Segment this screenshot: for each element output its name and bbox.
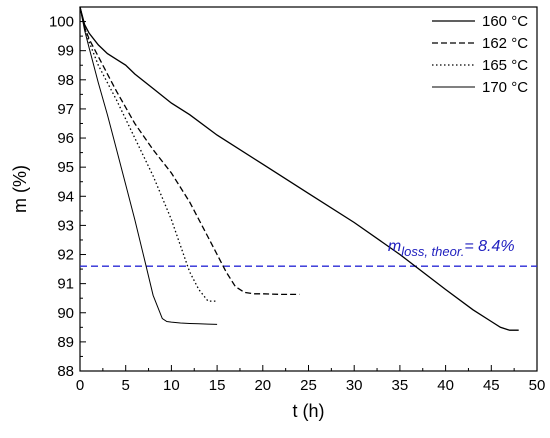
y-tick-label: 99: [57, 43, 74, 60]
y-axis: 88 89 90 91 92 93 94 95 96 97 98 99 100: [49, 14, 86, 380]
y-tick-label: 88: [57, 363, 74, 380]
x-tick-label: 25: [300, 377, 317, 394]
series-line-3: [79, 6, 218, 325]
x-tick-label: 35: [392, 377, 409, 394]
x-tick-label: 20: [254, 377, 271, 394]
x-tick-label: 10: [163, 377, 180, 394]
x-tick-label: 0: [76, 377, 84, 394]
y-tick-label: 94: [57, 188, 74, 205]
x-tick-label: 45: [483, 377, 500, 394]
plot-frame: [79, 6, 538, 372]
y-tick-label: 98: [57, 72, 74, 89]
annotation-subscript: loss, theor.: [401, 244, 464, 259]
legend-label-2: 165 °C: [482, 57, 528, 74]
x-tick-label: 15: [209, 377, 226, 394]
y-tick-label: 100: [49, 14, 74, 31]
y-tick-label: 92: [57, 247, 74, 264]
y-tick-label: 93: [57, 217, 74, 234]
x-axis-title: t (h): [292, 401, 324, 421]
plot-area: [79, 6, 538, 372]
x-tick-label: 50: [529, 377, 546, 394]
y-tick-label: 89: [57, 334, 74, 351]
legend: 160 °C 162 °C 165 °C 170 °C: [432, 13, 528, 96]
legend-label-3: 170 °C: [482, 79, 528, 96]
theoretical-loss-annotation: mloss, theor.= 8.4%: [388, 238, 515, 259]
legend-label-0: 160 °C: [482, 13, 528, 30]
x-tick-label: 40: [437, 377, 454, 394]
x-tick-label: 30: [346, 377, 363, 394]
y-tick-label: 97: [57, 101, 74, 118]
series-line-1: [79, 6, 300, 296]
x-tick-label: 5: [122, 377, 130, 394]
series-layer: [79, 6, 519, 331]
y-tick-label: 91: [57, 276, 74, 293]
y-axis-title: m (%): [10, 165, 30, 213]
y-tick-label: 90: [57, 305, 74, 322]
annotation-main: m: [388, 238, 401, 255]
y-tick-label: 95: [57, 159, 74, 176]
x-axis: 0 5 10 15 20 25 30 35 40 45 50: [76, 365, 546, 394]
y-tick-label: 96: [57, 130, 74, 147]
legend-label-1: 162 °C: [482, 35, 528, 52]
series-line-0: [79, 6, 519, 331]
series-line-2: [79, 6, 218, 302]
annotation-value: = 8.4%: [464, 238, 514, 255]
